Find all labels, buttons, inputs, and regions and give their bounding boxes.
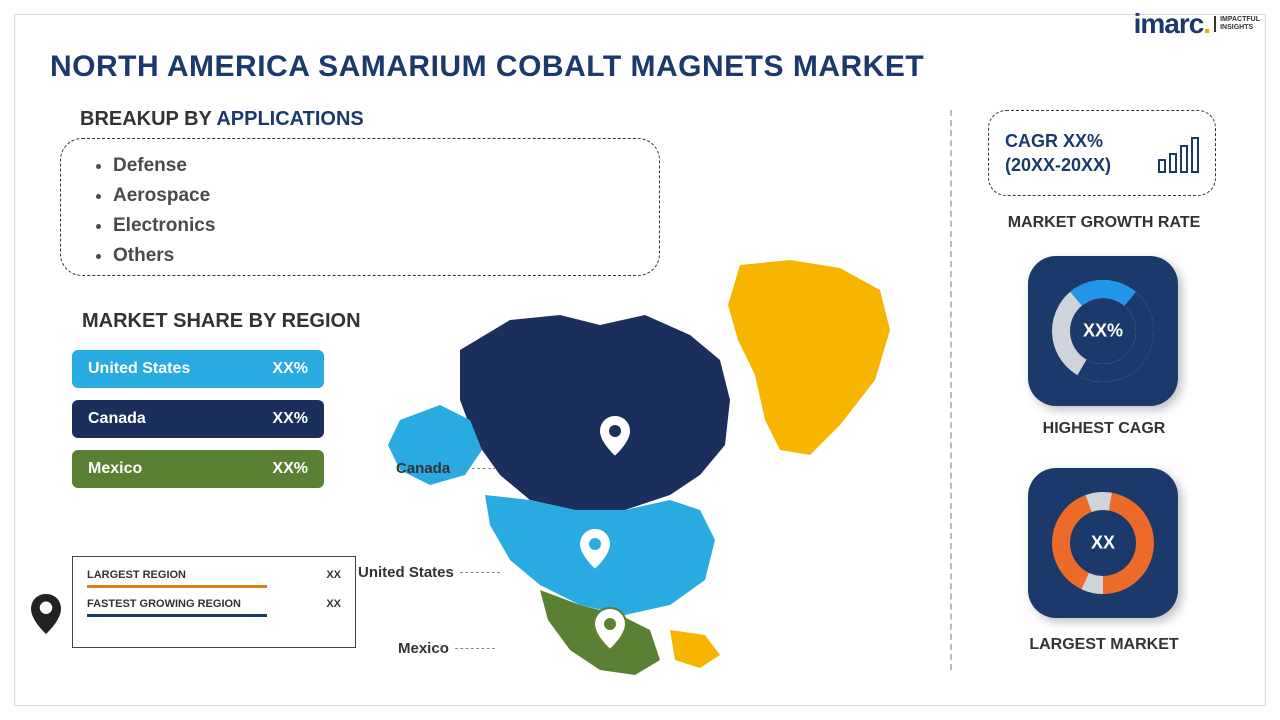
- largest-market-value: XX: [1091, 533, 1115, 554]
- application-item: Aerospace: [113, 181, 631, 211]
- region-name: Canada: [88, 410, 146, 428]
- location-pin-icon: [26, 594, 66, 634]
- map-canada: [460, 315, 730, 510]
- map-greenland: [728, 260, 890, 455]
- map-caribbean: [670, 630, 720, 668]
- cagr-box: CAGR XX% (20XX-20XX): [988, 110, 1216, 196]
- vertical-divider: [950, 110, 952, 670]
- region-bar: United States XX%: [72, 350, 324, 388]
- market-share-heading: MARKET SHARE BY REGION: [82, 310, 361, 333]
- application-item: Electronics: [113, 211, 631, 241]
- legend-fastest-value: XX: [326, 598, 341, 610]
- highest-cagr-card: XX%: [1028, 256, 1178, 406]
- application-item: Defense: [113, 151, 631, 181]
- region-bar: Mexico XX%: [72, 450, 324, 488]
- legend-largest-label: LARGEST REGION: [87, 569, 326, 581]
- legend-fastest-label: FASTEST GROWING REGION: [87, 598, 326, 610]
- legend-largest-bar: [87, 585, 267, 588]
- map-label-mexico: Mexico: [398, 640, 501, 657]
- applications-list-box: DefenseAerospaceElectronicsOthers: [60, 138, 660, 276]
- logo-text: imarc.: [1134, 8, 1211, 40]
- region-value: XX%: [272, 410, 308, 428]
- legend-largest-value: XX: [326, 569, 341, 581]
- region-name: United States: [88, 360, 190, 378]
- region-name: Mexico: [88, 460, 142, 478]
- map-label-us: United States: [358, 564, 506, 581]
- region-bar: Canada XX%: [72, 400, 324, 438]
- highest-cagr-value: XX%: [1083, 321, 1123, 342]
- highest-cagr-label: HIGHEST CAGR: [984, 420, 1224, 438]
- region-value: XX%: [272, 360, 308, 378]
- brand-logo: imarc. IMPACTFULINSIGHTS: [1134, 8, 1260, 40]
- largest-market-label: LARGEST MARKET: [984, 636, 1224, 654]
- legend-fastest-bar: [87, 614, 267, 617]
- cagr-period: (20XX-20XX): [1005, 153, 1111, 177]
- largest-market-card: XX: [1028, 468, 1178, 618]
- breakup-heading: BREAKUP BY APPLICATIONS: [80, 108, 364, 131]
- region-value: XX%: [272, 460, 308, 478]
- map-label-canada: Canada: [396, 460, 502, 477]
- logo-subtext: IMPACTFULINSIGHTS: [1214, 16, 1260, 32]
- bar-chart-icon: [1158, 133, 1199, 173]
- growth-rate-label: MARKET GROWTH RATE: [984, 214, 1224, 232]
- page-title: NORTH AMERICA SAMARIUM COBALT MAGNETS MA…: [50, 50, 924, 84]
- legend-box: LARGEST REGION XX FASTEST GROWING REGION…: [72, 556, 356, 648]
- cagr-value: CAGR XX%: [1005, 129, 1111, 153]
